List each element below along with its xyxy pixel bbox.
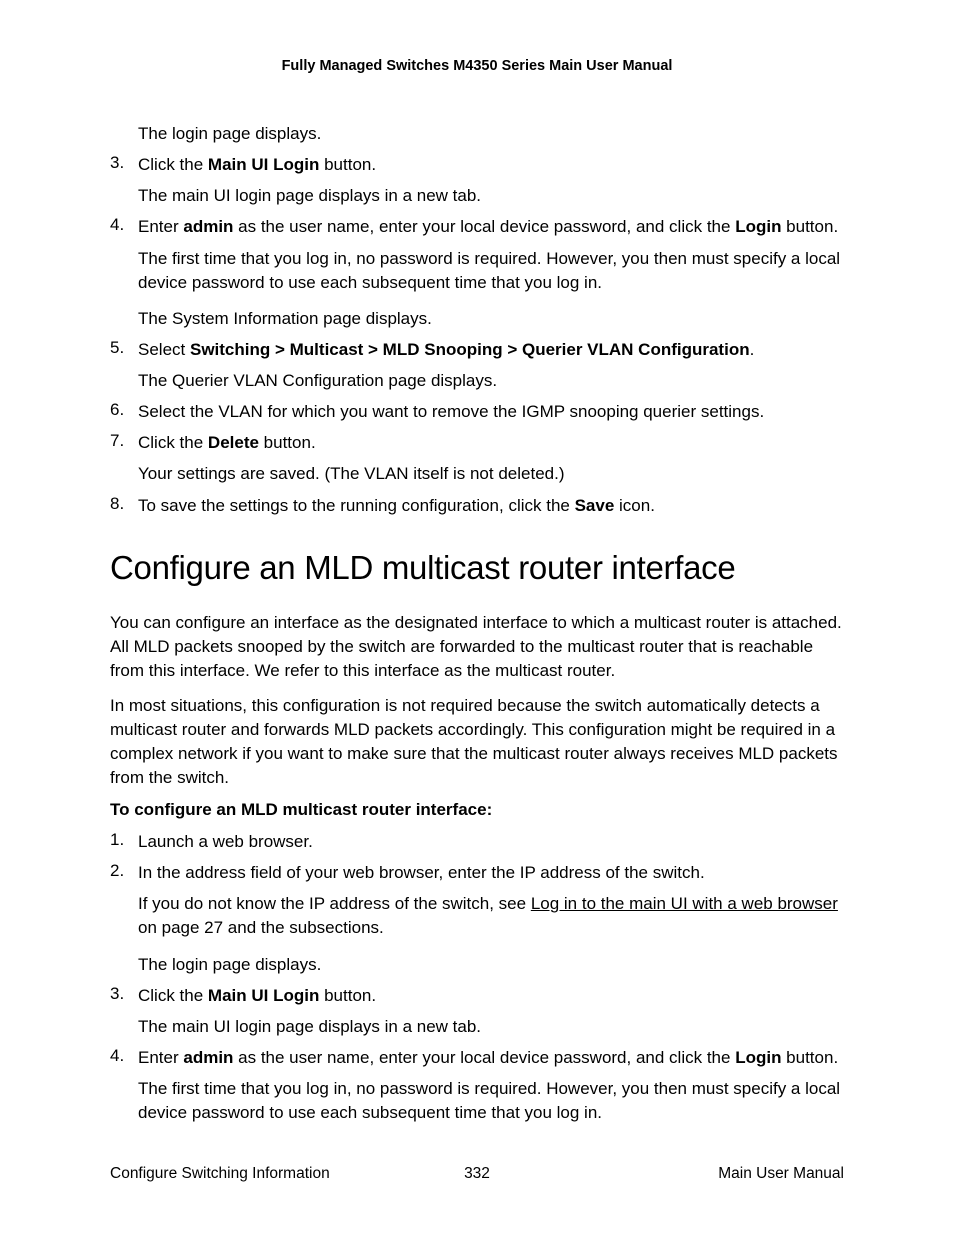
list-item-3b: 3. Click the Main UI Login button. xyxy=(110,984,844,1008)
text-span: Select xyxy=(138,340,190,359)
list-content: Launch a web browser. xyxy=(138,830,844,854)
list-number: 3. xyxy=(110,153,138,177)
list-continuation-text: The System Information page displays. xyxy=(138,307,844,331)
list-content: Click the Delete button. xyxy=(138,431,844,455)
list-item-6: 6. Select the VLAN for which you want to… xyxy=(110,400,844,424)
page-content: Fully Managed Switches M4350 Series Main… xyxy=(0,0,954,1125)
bold-text: Login xyxy=(735,217,781,236)
text-span: button. xyxy=(319,986,376,1005)
text-span: button. xyxy=(781,217,838,236)
text-span: on page 27 and the subsections. xyxy=(138,918,384,937)
text-span: icon. xyxy=(614,496,655,515)
body-paragraph: In most situations, this configuration i… xyxy=(110,694,844,791)
text-span: If you do not know the IP address of the… xyxy=(138,894,531,913)
text-span: Enter xyxy=(138,1048,183,1067)
list-item-1b: 1. Launch a web browser. xyxy=(110,830,844,854)
text-span: To save the settings to the running conf… xyxy=(138,496,575,515)
cross-reference-link[interactable]: Log in to the main UI with a web browser xyxy=(531,894,838,913)
list-item-4: 4. Enter admin as the user name, enter y… xyxy=(110,215,844,239)
body-paragraph: You can configure an interface as the de… xyxy=(110,611,844,683)
list-content: Select Switching > Multicast > MLD Snoop… xyxy=(138,338,844,362)
list-content: To save the settings to the running conf… xyxy=(138,494,844,518)
list-content: Enter admin as the user name, enter your… xyxy=(138,1046,844,1070)
list-content: Click the Main UI Login button. xyxy=(138,984,844,1008)
bold-text: Login xyxy=(735,1048,781,1067)
list-number: 7. xyxy=(110,431,138,455)
bold-text: Delete xyxy=(208,433,259,452)
list-content: Select the VLAN for which you want to re… xyxy=(138,400,844,424)
section-title: Configure an MLD multicast router interf… xyxy=(110,548,844,588)
list-item-7: 7. Click the Delete button. xyxy=(110,431,844,455)
list-continuation-text: The first time that you log in, no passw… xyxy=(138,247,844,295)
bold-text: admin xyxy=(183,217,233,236)
list-content: In the address field of your web browser… xyxy=(138,861,844,885)
list-continuation-text: Your settings are saved. (The VLAN itsel… xyxy=(138,462,844,486)
bold-text: Main UI Login xyxy=(208,155,319,174)
footer-right: Main User Manual xyxy=(718,1165,844,1183)
list-item-3: 3. Click the Main UI Login button. xyxy=(110,153,844,177)
list-continuation-text: The login page displays. xyxy=(138,122,844,146)
text-span: as the user name, enter your local devic… xyxy=(233,217,735,236)
list-number: 5. xyxy=(110,338,138,362)
footer-page-number: 332 xyxy=(464,1165,490,1183)
bold-text: admin xyxy=(183,1048,233,1067)
bold-text: Switching > Multicast > MLD Snooping > Q… xyxy=(190,340,750,359)
list-item-4b: 4. Enter admin as the user name, enter y… xyxy=(110,1046,844,1070)
list-continuation-text: The Querier VLAN Configuration page disp… xyxy=(138,369,844,393)
list-number: 6. xyxy=(110,400,138,424)
list-continuation-text: The login page displays. xyxy=(138,953,844,977)
list-number: 4. xyxy=(110,215,138,239)
text-span: as the user name, enter your local devic… xyxy=(233,1048,735,1067)
text-span: Enter xyxy=(138,217,183,236)
header-title: Fully Managed Switches M4350 Series Main… xyxy=(110,58,844,74)
sub-heading: To configure an MLD multicast router int… xyxy=(110,800,844,820)
page-footer: Configure Switching Information 332 Main… xyxy=(110,1165,844,1183)
text-span: . xyxy=(750,340,755,359)
list-content: Enter admin as the user name, enter your… xyxy=(138,215,844,239)
list-number: 2. xyxy=(110,861,138,885)
list-content: Click the Main UI Login button. xyxy=(138,153,844,177)
list-number: 4. xyxy=(110,1046,138,1070)
footer-left: Configure Switching Information xyxy=(110,1165,330,1183)
bold-text: Save xyxy=(575,496,615,515)
list-item-5: 5. Select Switching > Multicast > MLD Sn… xyxy=(110,338,844,362)
text-span: Click the xyxy=(138,433,208,452)
list-number: 1. xyxy=(110,830,138,854)
list-item-8: 8. To save the settings to the running c… xyxy=(110,494,844,518)
list-continuation-text: The first time that you log in, no passw… xyxy=(138,1077,844,1125)
text-span: button. xyxy=(319,155,376,174)
list-number: 8. xyxy=(110,494,138,518)
list-continuation-text: If you do not know the IP address of the… xyxy=(138,892,844,940)
text-span: button. xyxy=(781,1048,838,1067)
list-continuation-text: The main UI login page displays in a new… xyxy=(138,1015,844,1039)
list-number: 3. xyxy=(110,984,138,1008)
text-span: Click the xyxy=(138,155,208,174)
text-span: button. xyxy=(259,433,316,452)
bold-text: Main UI Login xyxy=(208,986,319,1005)
text-span: Click the xyxy=(138,986,208,1005)
list-item-2b: 2. In the address field of your web brow… xyxy=(110,861,844,885)
list-continuation-text: The main UI login page displays in a new… xyxy=(138,184,844,208)
